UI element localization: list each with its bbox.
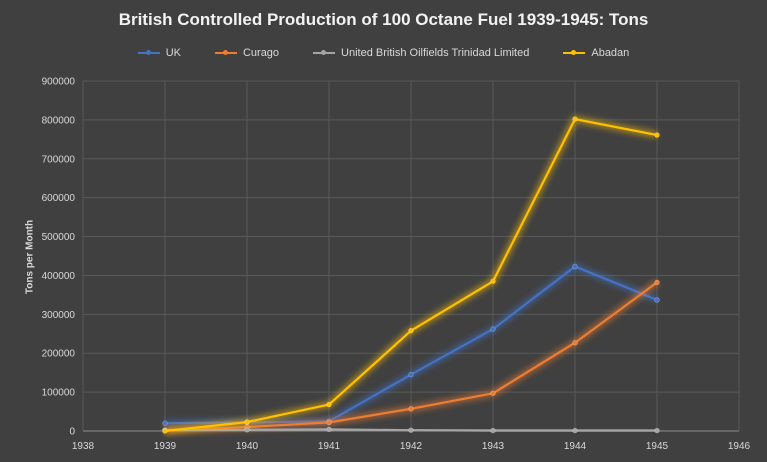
x-tick-label: 1945 <box>646 441 669 452</box>
legend-label-curago: Curago <box>242 47 280 59</box>
data-point-uk-1942 <box>408 371 414 378</box>
legend: UK Curago United British Oilfields Trini… <box>0 47 767 59</box>
data-point-uk-1944 <box>572 263 578 270</box>
data-point-curago-1945 <box>654 279 660 286</box>
data-point-curago-1942 <box>408 406 414 412</box>
y-tick-label: 100000 <box>42 388 76 399</box>
data-point-united-british-oilfields-trinidad-limited-1940 <box>244 427 250 433</box>
legend-item-curago: Curago <box>214 47 280 59</box>
x-tick-label: 1943 <box>482 441 505 452</box>
x-tick-label: 1944 <box>564 441 587 452</box>
legend-swatch-uk <box>137 50 160 55</box>
data-point-abadan-1941 <box>326 401 332 408</box>
legend-label-trinidad: United British Oilfields Trinidad Limite… <box>341 47 530 59</box>
legend-label-uk: UK <box>165 47 181 59</box>
data-point-curago-1941 <box>326 419 332 426</box>
x-tick-label: 1946 <box>728 441 751 452</box>
data-point-uk-1945 <box>654 297 660 303</box>
x-tick-label: 1942 <box>400 441 423 452</box>
x-tick-label: 1941 <box>318 441 341 452</box>
x-tick-label: 1938 <box>72 441 95 452</box>
data-point-united-british-oilfields-trinidad-limited-1942 <box>408 427 414 433</box>
data-point-curago-1944 <box>572 340 578 346</box>
legend-swatch-trinidad <box>313 50 336 55</box>
chart-title: British Controlled Production of 100 Oct… <box>118 10 649 29</box>
data-point-abadan-1942 <box>408 327 414 334</box>
legend-item-trinidad: United British Oilfields Trinidad Limite… <box>313 47 529 59</box>
y-tick-label: 400000 <box>42 271 76 282</box>
data-point-united-british-oilfields-trinidad-limited-1943 <box>490 427 496 434</box>
data-point-curago-1943 <box>490 390 496 396</box>
data-point-abadan-1945 <box>654 132 660 138</box>
y-tick-label: 300000 <box>42 310 76 321</box>
data-point-abadan-1943 <box>490 278 496 284</box>
data-point-united-british-oilfields-trinidad-limited-1945 <box>654 427 660 434</box>
y-tick-label: 700000 <box>42 154 76 165</box>
legend-swatch-abadan <box>563 50 586 55</box>
legend-item-abadan: Abadan <box>563 47 629 59</box>
x-tick-label: 1939 <box>154 441 177 452</box>
data-point-uk-1939 <box>162 420 168 426</box>
data-point-united-british-oilfields-trinidad-limited-1944 <box>572 427 578 434</box>
data-point-abadan-1944 <box>572 116 578 122</box>
data-point-uk-1943 <box>490 326 496 332</box>
y-tick-label: 800000 <box>42 115 76 126</box>
legend-swatch-curago <box>214 50 237 55</box>
data-point-abadan-1940 <box>244 419 250 425</box>
data-point-united-british-oilfields-trinidad-limited-1941 <box>326 426 332 433</box>
x-tick-label: 1940 <box>236 441 259 452</box>
y-tick-label: 0 <box>69 427 75 438</box>
y-tick-label: 600000 <box>42 193 76 204</box>
data-point-abadan-1939 <box>162 428 168 434</box>
y-tick-label: 500000 <box>42 232 76 243</box>
y-tick-label: 200000 <box>42 349 76 360</box>
legend-label-abadan: Abadan <box>591 47 630 59</box>
y-tick-label: 900000 <box>42 77 76 88</box>
legend-item-uk: UK <box>137 47 181 59</box>
